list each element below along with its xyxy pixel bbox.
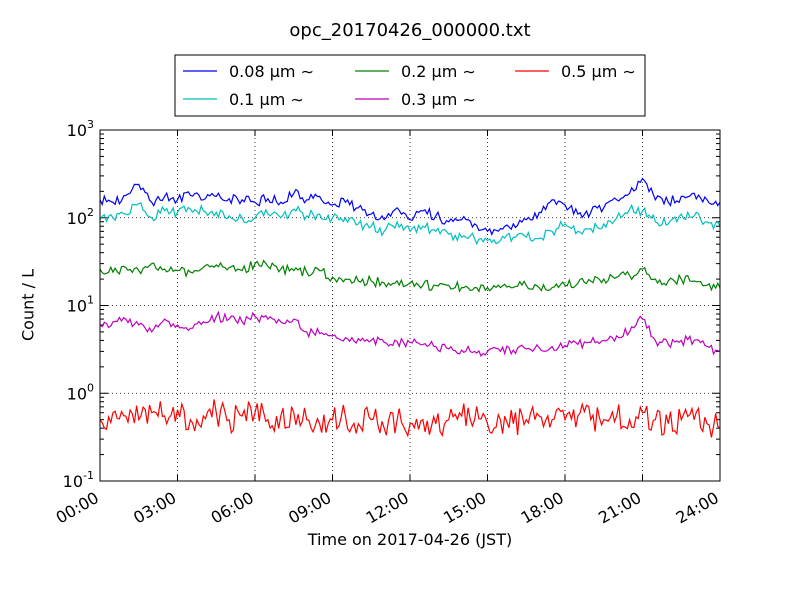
chart-title: opc_20170426_000000.txt <box>289 20 531 41</box>
legend-label: 0.08 μm ∼ <box>229 62 314 81</box>
x-axis-label: Time on 2017-04-26 (JST) <box>307 530 513 549</box>
series-line-0_1 <box>99 202 721 246</box>
x-tick-label: 09:00 <box>285 488 334 528</box>
x-tick-label: 00:00 <box>53 488 102 528</box>
y-tick-label: 102 <box>67 206 94 228</box>
series-line-0_2 <box>99 259 721 293</box>
y-tick-label: 103 <box>67 118 94 140</box>
legend-label: 0.5 μm ∼ <box>561 62 636 81</box>
plot-frame <box>99 129 721 482</box>
x-tick-label: 24:00 <box>673 488 722 528</box>
y-tick-label: 10-1 <box>63 469 94 491</box>
x-tick-label: 18:00 <box>518 488 567 528</box>
x-tick-label: 15:00 <box>440 488 489 528</box>
x-tick-label: 06:00 <box>208 488 257 528</box>
series-line-0_5 <box>99 399 721 438</box>
legend-label: 0.3 μm ∼ <box>401 90 476 109</box>
series-line-0_3 <box>99 310 721 358</box>
y-tick-label: 100 <box>67 381 94 403</box>
series-line-0_08 <box>99 177 721 236</box>
y-tick-label: 101 <box>67 294 94 316</box>
legend-label: 0.2 μm ∼ <box>401 62 476 81</box>
y-axis-label: Count / L <box>18 269 38 341</box>
x-tick-label: 03:00 <box>130 488 179 528</box>
legend-label: 0.1 μm ∼ <box>229 90 304 109</box>
legend-box <box>174 54 646 117</box>
x-tick-label: 12:00 <box>363 488 412 528</box>
x-tick-label: 21:00 <box>595 488 644 528</box>
